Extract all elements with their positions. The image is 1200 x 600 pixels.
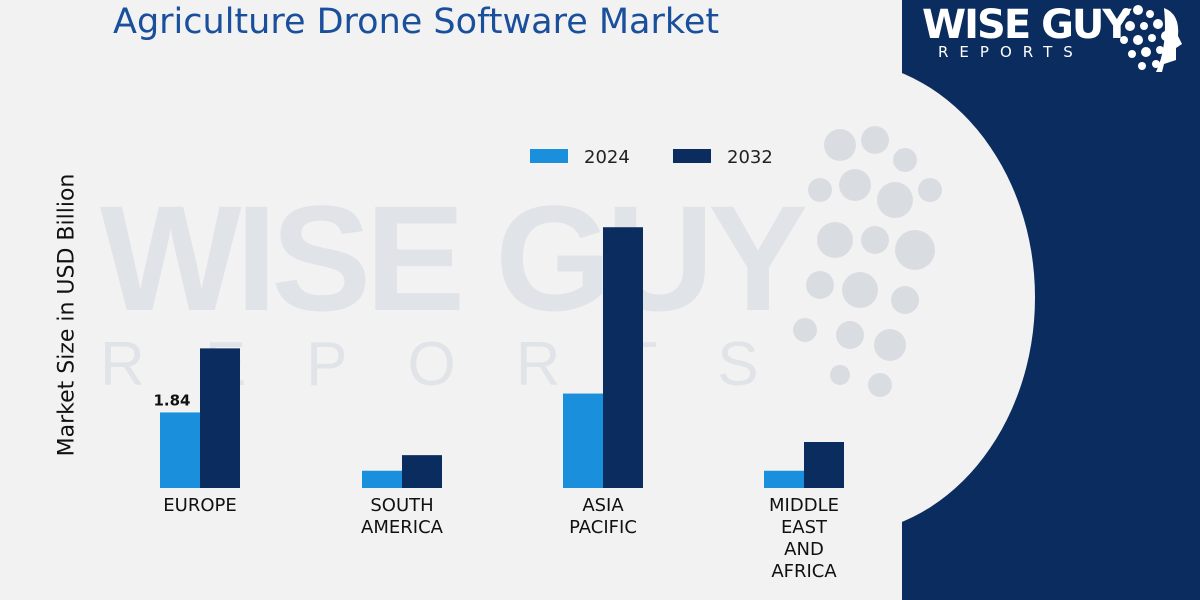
wise-guy-logo: WISE GUY REPORTS <box>918 0 1188 80</box>
bars <box>160 227 844 488</box>
logo-wordmark: WISE GUY <box>922 2 1131 48</box>
data-labels: 1.84 <box>153 391 190 409</box>
bar-2032-0 <box>200 348 240 488</box>
x-tick-label-3: MIDDLE EAST AND AFRICA <box>769 495 839 582</box>
x-tick-label-2: ASIA PACIFIC <box>569 495 637 538</box>
bar-2024-0 <box>160 412 200 488</box>
x-tick-label-0: EUROPE <box>163 495 236 516</box>
bar-2024-2 <box>563 393 603 488</box>
logo-subtitle: REPORTS <box>938 43 1084 61</box>
legend-swatch-2032 <box>673 149 711 163</box>
legend-label-2032: 2032 <box>727 147 773 168</box>
bar-2032-2 <box>603 227 643 488</box>
x-tick-label-1: SOUTH AMERICA <box>361 495 444 538</box>
x-tick-labels: EUROPE SOUTH AMERICA ASIA PACIFIC MIDDLE EAST A… <box>163 495 839 582</box>
data-label-0: 1.84 <box>153 391 190 409</box>
head-icon <box>1120 5 1182 72</box>
legend-label-2024: 2024 <box>584 147 630 168</box>
bar-2024-1 <box>362 470 402 488</box>
legend: 2024 2032 <box>530 147 773 168</box>
legend-swatch-2024 <box>530 149 568 163</box>
bar-2024-3 <box>764 470 804 488</box>
chart-title: Agriculture Drone Software Market <box>113 2 720 42</box>
bar-2032-1 <box>402 455 442 488</box>
bar-2032-3 <box>804 442 844 488</box>
